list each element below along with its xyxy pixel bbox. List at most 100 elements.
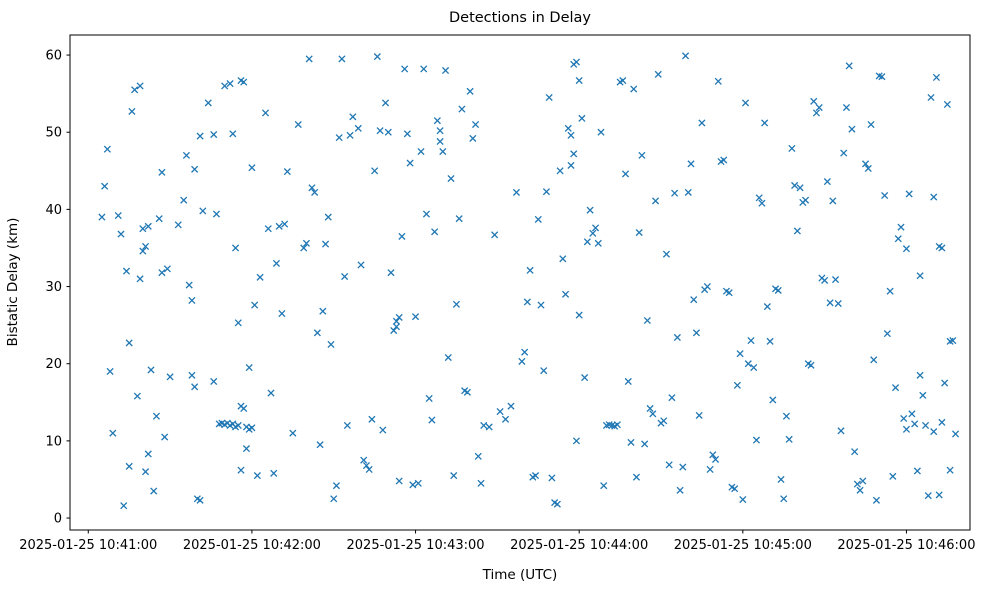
scatter-marker (272, 259, 281, 267)
scatter-marker (698, 119, 706, 127)
scatter-marker (531, 472, 540, 480)
scatter-marker (371, 167, 379, 175)
scatter-marker (613, 421, 621, 429)
scatter-marker (245, 364, 253, 372)
scatter-marker (567, 161, 575, 169)
scatter-marker (196, 132, 204, 140)
scatter-marker (878, 73, 886, 81)
scatter-marker (411, 313, 420, 321)
scatter-marker (403, 130, 411, 138)
scatter-marker (684, 188, 692, 196)
scatter-marker (810, 97, 818, 105)
scatter-marker (360, 456, 368, 464)
scatter-marker (204, 99, 212, 107)
scatter-marker (392, 317, 401, 325)
scatter-marker (921, 421, 930, 430)
scatter-marker (949, 337, 957, 345)
scatter-marker (621, 170, 630, 178)
scatter-marker (932, 73, 941, 81)
scatter-marker (665, 461, 673, 469)
scatter-marker (133, 392, 141, 400)
scatter-marker (368, 415, 376, 423)
scatter-marker (163, 265, 171, 273)
scatter-marker (242, 445, 251, 453)
scatter-marker (660, 417, 668, 425)
x-tick-label: 2025-01-25 10:45:00 (674, 538, 812, 553)
scatter-marker (144, 450, 152, 458)
scatter-marker (384, 128, 392, 136)
scatter-marker (469, 134, 477, 142)
scatter-marker (512, 188, 521, 196)
scatter-marker (938, 244, 946, 252)
scatter-marker (714, 77, 722, 85)
scatter-marker (687, 160, 695, 168)
scatter-marker (346, 131, 354, 139)
scatter-marker (744, 360, 752, 368)
scatter-marker (191, 383, 199, 391)
scatter-marker (561, 290, 570, 298)
scatter-marker (439, 147, 447, 156)
scatter-marker (373, 53, 381, 61)
y-tick-label: 10 (45, 434, 62, 449)
scatter-marker (938, 418, 946, 426)
scatter-marker (908, 410, 916, 418)
scatter-marker (630, 85, 638, 93)
scatter-marker (916, 371, 924, 379)
scatter-marker (433, 117, 441, 125)
y-tick-label: 40 (45, 203, 62, 218)
scatter-marker (943, 100, 951, 109)
scatter-marker (278, 309, 286, 318)
scatter-marker (638, 151, 646, 159)
x-tick-label: 2025-01-25 10:46:00 (837, 538, 975, 553)
scatter-marker (594, 239, 602, 247)
scatter-marker (180, 196, 188, 204)
scatter-marker (859, 477, 867, 485)
scatter-marker (466, 87, 474, 95)
scatter-marker (703, 282, 711, 291)
scatter-marker (597, 128, 605, 136)
scatter-marker (458, 105, 466, 113)
scatter-marker (414, 479, 422, 487)
scatter-marker (679, 463, 687, 471)
scatter-marker (455, 215, 463, 223)
scatter-marker (747, 337, 755, 345)
x-tick-label: 2025-01-25 10:43:00 (347, 538, 485, 553)
scatter-marker (398, 232, 406, 240)
x-axis: 2025-01-25 10:41:00 2025-01-25 10:42:00 20… (19, 530, 975, 553)
scatter-marker (381, 99, 390, 107)
scatter-marker (572, 437, 581, 445)
scatter-marker (321, 240, 330, 248)
scatter-marker (861, 160, 870, 168)
scatter-marker (897, 223, 905, 231)
scatter-marker (911, 420, 919, 428)
scatter-marker (905, 190, 913, 198)
scatter-marker (188, 371, 196, 379)
scatter-marker (927, 93, 935, 102)
scatter-marker (575, 76, 583, 85)
scatter-marker (98, 213, 106, 221)
scatter-marker (632, 473, 641, 481)
scatter-marker (572, 58, 581, 66)
scatter-marker (826, 299, 834, 307)
scatter-marker (311, 188, 319, 196)
scatter-marker (548, 474, 556, 482)
scatter-marker (191, 165, 199, 173)
scatter-marker (733, 381, 741, 389)
scatter-marker (139, 225, 147, 233)
scatter-marker (769, 396, 777, 404)
scatter-marker (185, 281, 193, 289)
scatter-points (98, 52, 960, 510)
scatter-marker (196, 496, 204, 504)
scatter-marker (147, 366, 155, 374)
scatter-marker (837, 427, 845, 435)
scatter-marker (237, 466, 245, 474)
scatter-marker (166, 373, 174, 381)
chart-title: Detections in Delay (449, 10, 591, 26)
scatter-marker (853, 480, 861, 488)
scatter-marker (480, 421, 488, 430)
scatter-marker (341, 272, 349, 281)
scatter-marker (155, 215, 163, 223)
scatter-marker (144, 222, 152, 230)
scatter-marker (889, 472, 897, 480)
